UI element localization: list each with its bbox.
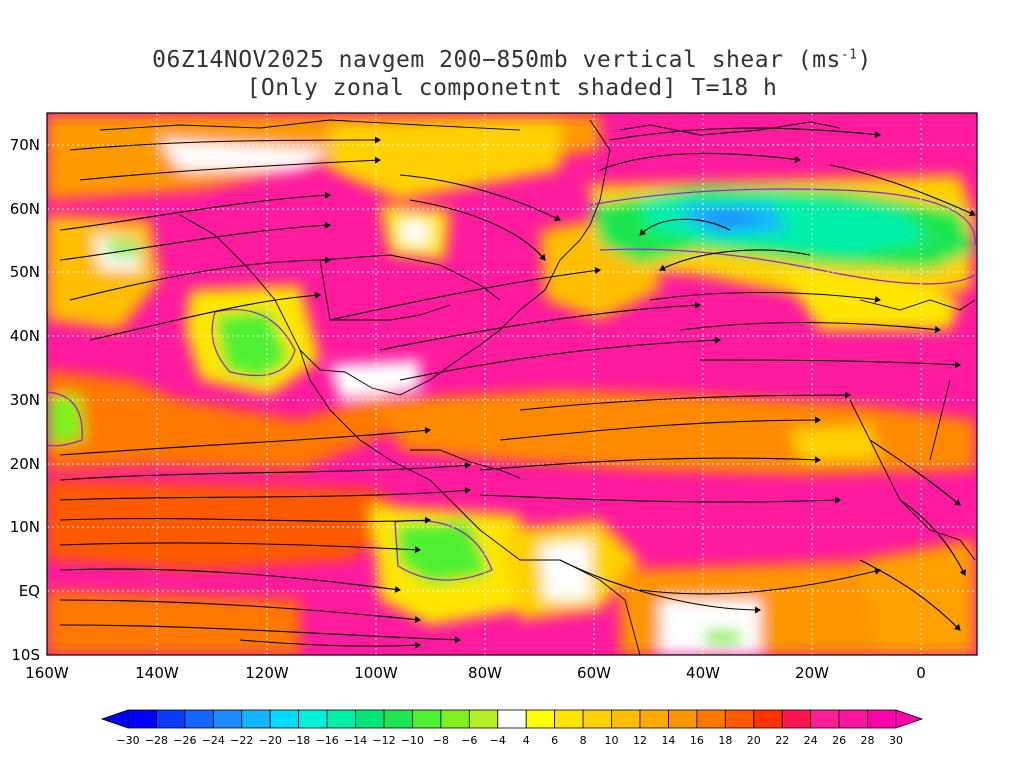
colorbar-cell	[639, 709, 669, 729]
colorbar-tick-label: 8	[580, 734, 587, 747]
lon-label-140w: 140W	[135, 664, 179, 682]
lat-label-20n: 20N	[10, 455, 40, 473]
shaded-field	[47, 113, 977, 655]
colorbar-tick-label: −28	[145, 734, 168, 747]
colorbar-cell	[696, 709, 726, 729]
colorbar-cell	[468, 709, 499, 729]
colorbar-cell	[611, 709, 641, 729]
lat-label-30n: 30N	[10, 391, 40, 409]
colorbar-cell	[497, 709, 527, 729]
colorbar-tick-label: 26	[832, 734, 846, 747]
colorbar-cell	[383, 709, 413, 729]
colorbar-cell	[241, 709, 271, 729]
map-title-line2: [Only zonal componetnt shaded] T=18 h	[246, 75, 778, 101]
colorbar-cell	[867, 709, 897, 729]
map-frame	[46, 112, 978, 656]
lon-label-20w: 20W	[795, 664, 829, 682]
colorbar-cell	[724, 709, 755, 729]
colorbar-cell	[326, 709, 356, 729]
lat-label-70n: 70N	[10, 136, 40, 154]
colorbar-tick-label: −8	[433, 734, 449, 747]
colorbar-cell	[355, 709, 385, 729]
lat-label-10n: 10N	[10, 518, 40, 536]
colorbar-tick-label: 20	[747, 734, 761, 747]
colorbar-tick-label: 28	[861, 734, 875, 747]
colorbar-cell	[582, 709, 612, 729]
colorbar-tick-label: −22	[230, 734, 253, 747]
colorbar-arrow-left	[100, 709, 129, 729]
colorbar-tick-label: 4	[523, 734, 530, 747]
colorbar-tick-label: 30	[889, 734, 903, 747]
colorbar-tick-label: −10	[401, 734, 424, 747]
lon-label-120w: 120W	[245, 664, 289, 682]
colorbar-cell	[753, 709, 783, 729]
colorbar-tick-label: 12	[633, 734, 647, 747]
colorbar-cell	[184, 709, 214, 729]
colorbar-cell	[838, 709, 868, 729]
map-title-line1: 06Z14NOV2025 navgem 200−850mb vertical s…	[152, 47, 872, 73]
lat-axis: 70N 60N 50N 40N 30N 20N 10N EQ 10S	[10, 136, 40, 664]
colorbar-tick-label: 6	[551, 734, 558, 747]
colorbar-arrow-right	[895, 709, 924, 729]
colorbar-cell	[212, 709, 243, 729]
colorbar-cell	[525, 709, 556, 729]
colorbar-cell	[298, 709, 328, 729]
lat-label-40n: 40N	[10, 327, 40, 345]
colorbar-cell	[269, 709, 300, 729]
colorbar-tick-label: −24	[202, 734, 225, 747]
lon-label-0: 0	[916, 664, 926, 682]
colorbar-tick-label: −30	[116, 734, 139, 747]
lon-label-40w: 40W	[686, 664, 720, 682]
colorbar-cell	[156, 709, 186, 729]
lat-label-50n: 50N	[10, 263, 40, 281]
colorbar-cell	[412, 709, 442, 729]
lon-label-160w: 160W	[25, 664, 69, 682]
colorbar-tick-label: −18	[287, 734, 310, 747]
colorbar-tick-label: 10	[605, 734, 619, 747]
colorbar-tick-label: −6	[461, 734, 477, 747]
colorbar: −30 −28 −26 −24 −22 −20 −18 −16 −14 −12 −10 −8 −6 −4 4…	[100, 709, 924, 747]
graticule	[47, 113, 977, 655]
lat-label-eq: EQ	[19, 582, 40, 600]
colorbar-tick-label: 22	[775, 734, 789, 747]
colorbar-cell	[440, 709, 470, 729]
colorbar-cell	[127, 709, 157, 729]
colorbar-cell	[781, 709, 812, 729]
colorbar-cell	[668, 709, 698, 729]
lat-label-10s: 10S	[11, 646, 40, 664]
colorbar-tick-label: −16	[316, 734, 339, 747]
colorbar-tick-label: −14	[344, 734, 367, 747]
colorbar-cell	[810, 709, 840, 729]
coastlines	[99, 119, 976, 655]
colorbar-tick-label: 14	[661, 734, 675, 747]
lon-label-100w: 100W	[354, 664, 398, 682]
streamlines	[59, 127, 976, 649]
colorbar-tick-label: 18	[718, 734, 732, 747]
colorbar-tick-label: −20	[259, 734, 282, 747]
lat-label-60n: 60N	[10, 200, 40, 218]
colorbar-tick-label: 16	[690, 734, 704, 747]
colorbar-tick-label: −26	[173, 734, 196, 747]
colorbar-tick-label: 24	[804, 734, 818, 747]
colorbar-tick-label: −4	[490, 734, 506, 747]
colorbar-tick-label: −12	[372, 734, 395, 747]
colorbar-cell	[554, 709, 584, 729]
shear-map: 70N 60N 50N 40N 30N 20N 10N EQ 10S 160W …	[10, 112, 978, 682]
lon-label-80w: 80W	[468, 664, 502, 682]
lon-label-60w: 60W	[577, 664, 611, 682]
lon-axis: 160W 140W 120W 100W 80W 60W 40W 20W 0	[25, 664, 926, 682]
